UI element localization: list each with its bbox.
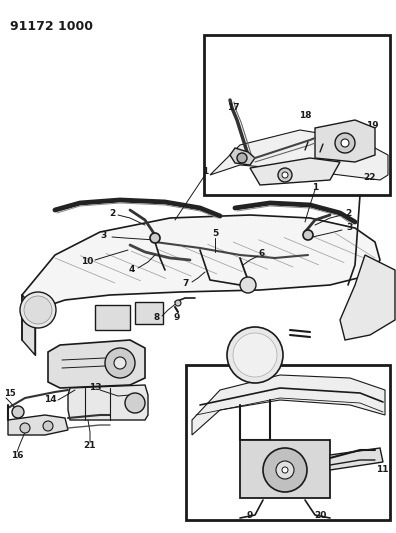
Circle shape	[263, 448, 307, 492]
Circle shape	[341, 139, 349, 147]
Text: 21: 21	[84, 441, 96, 450]
Text: 9: 9	[174, 313, 180, 322]
Text: 13: 13	[89, 384, 101, 392]
Circle shape	[20, 292, 56, 328]
Polygon shape	[250, 158, 340, 185]
Circle shape	[227, 327, 283, 383]
Bar	[204, 35, 390, 195]
Polygon shape	[192, 375, 385, 435]
Circle shape	[43, 421, 53, 431]
Circle shape	[12, 406, 24, 418]
Text: 3: 3	[347, 223, 353, 232]
Bar	[186, 365, 390, 520]
Text: 10: 10	[81, 256, 93, 265]
Circle shape	[282, 172, 288, 178]
Text: 11: 11	[376, 465, 388, 474]
Circle shape	[125, 393, 145, 413]
Text: 8: 8	[154, 313, 160, 322]
Text: 2: 2	[345, 208, 351, 217]
Text: 9: 9	[247, 512, 253, 521]
Polygon shape	[230, 148, 255, 165]
Text: 17: 17	[227, 103, 239, 112]
Text: 1: 1	[202, 167, 208, 176]
Polygon shape	[48, 340, 145, 388]
Circle shape	[303, 230, 313, 240]
Polygon shape	[22, 215, 380, 310]
Circle shape	[150, 233, 160, 243]
Polygon shape	[330, 448, 383, 470]
Circle shape	[282, 467, 288, 473]
Circle shape	[335, 133, 355, 153]
Polygon shape	[68, 385, 148, 420]
Bar	[95, 305, 130, 330]
Text: 14: 14	[44, 395, 56, 405]
Circle shape	[114, 357, 126, 369]
Polygon shape	[22, 295, 35, 355]
Text: 7: 7	[183, 279, 189, 288]
Text: 3: 3	[101, 231, 107, 240]
Polygon shape	[8, 415, 68, 435]
Circle shape	[233, 333, 277, 377]
Text: 15: 15	[4, 390, 16, 399]
Polygon shape	[340, 255, 395, 340]
Text: 2: 2	[109, 208, 115, 217]
Text: 19: 19	[366, 120, 378, 130]
Text: 16: 16	[11, 451, 23, 461]
Polygon shape	[210, 130, 388, 180]
Circle shape	[278, 168, 292, 182]
Circle shape	[24, 296, 52, 324]
Circle shape	[20, 423, 30, 433]
Text: 6: 6	[259, 249, 265, 259]
Circle shape	[175, 300, 181, 306]
Polygon shape	[315, 120, 375, 162]
Text: 22: 22	[364, 174, 376, 182]
Circle shape	[240, 277, 256, 293]
Circle shape	[276, 461, 294, 479]
Text: 5: 5	[212, 230, 218, 238]
Bar	[240, 440, 330, 498]
Circle shape	[237, 153, 247, 163]
Text: 1: 1	[312, 182, 318, 191]
Circle shape	[105, 348, 135, 378]
Text: 20: 20	[314, 512, 326, 521]
Text: 4: 4	[129, 265, 135, 274]
Bar	[135, 302, 163, 324]
Text: 91172 1000: 91172 1000	[10, 20, 93, 33]
Text: 18: 18	[299, 110, 311, 119]
